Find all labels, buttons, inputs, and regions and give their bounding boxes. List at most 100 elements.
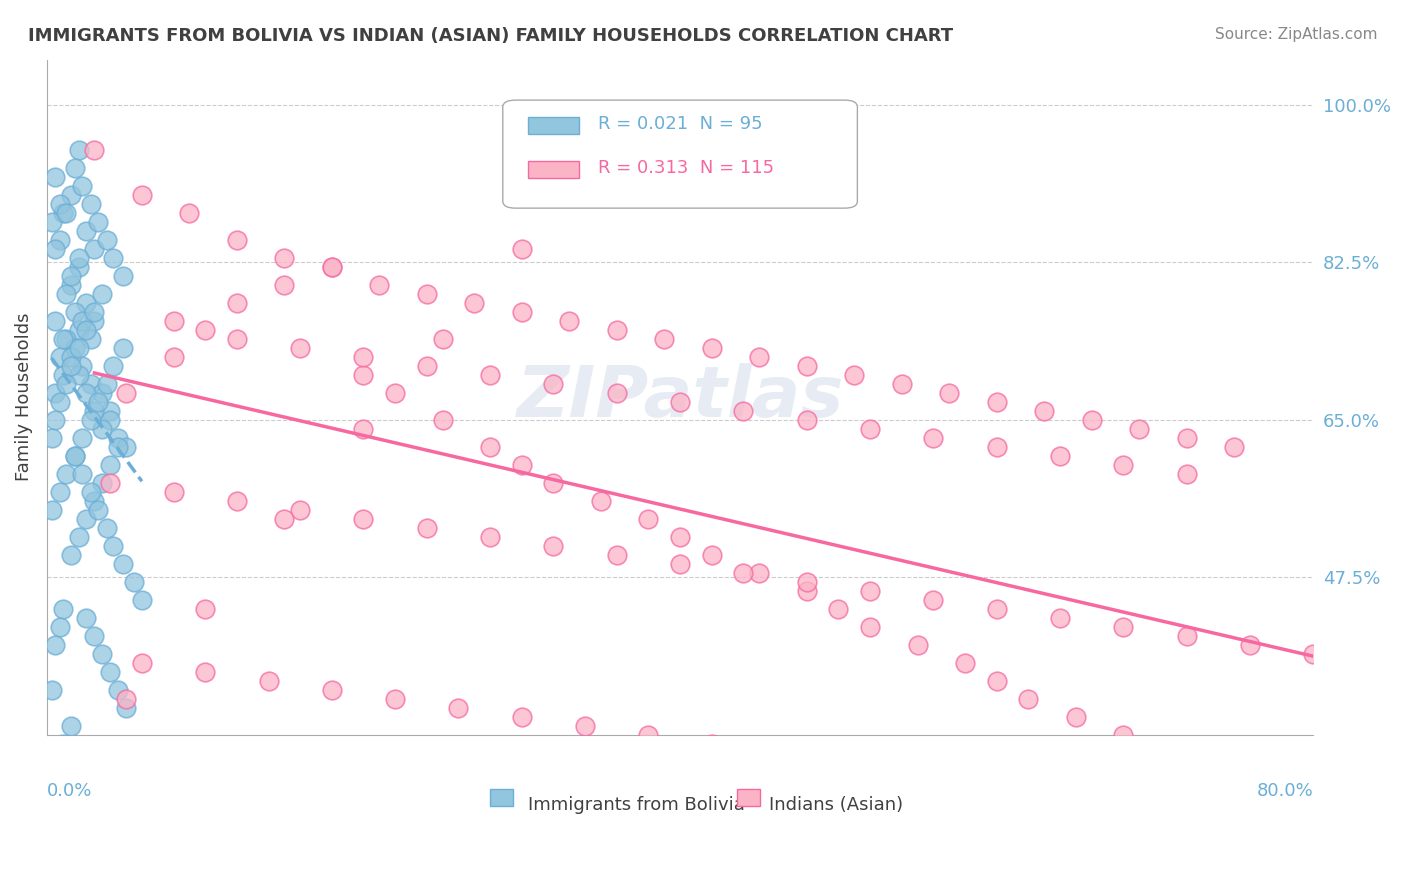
Point bbox=[75, 224, 97, 238]
Point bbox=[86, 502, 108, 516]
Point bbox=[700, 548, 723, 562]
Point bbox=[55, 332, 77, 346]
Point bbox=[669, 530, 692, 544]
Point bbox=[479, 440, 502, 454]
Point bbox=[733, 566, 755, 580]
Point bbox=[288, 502, 311, 516]
Point bbox=[827, 601, 849, 615]
Point bbox=[700, 737, 723, 751]
Y-axis label: Family Households: Family Households bbox=[15, 313, 32, 482]
Point bbox=[107, 440, 129, 454]
Point bbox=[48, 394, 70, 409]
Point bbox=[225, 493, 247, 508]
Point bbox=[98, 458, 121, 472]
Point bbox=[67, 143, 90, 157]
Point bbox=[733, 403, 755, 417]
Point bbox=[225, 332, 247, 346]
Point bbox=[83, 629, 105, 643]
Point bbox=[96, 521, 118, 535]
Point bbox=[67, 530, 90, 544]
Point bbox=[257, 673, 280, 688]
Point bbox=[353, 368, 375, 382]
Point bbox=[111, 341, 134, 355]
Point bbox=[637, 512, 659, 526]
Point bbox=[669, 394, 692, 409]
Point bbox=[432, 332, 454, 346]
Point bbox=[96, 376, 118, 391]
Point bbox=[70, 178, 93, 193]
Point bbox=[922, 592, 945, 607]
Point bbox=[83, 143, 105, 157]
Point bbox=[44, 412, 66, 426]
Point bbox=[986, 440, 1008, 454]
Point bbox=[1017, 691, 1039, 706]
Point bbox=[194, 665, 217, 679]
Point bbox=[225, 295, 247, 310]
Point bbox=[986, 673, 1008, 688]
Point bbox=[938, 385, 960, 400]
Point bbox=[353, 422, 375, 436]
Point bbox=[83, 304, 105, 318]
Point bbox=[1223, 440, 1246, 454]
Text: 80.0%: 80.0% bbox=[1257, 782, 1313, 800]
Point bbox=[91, 385, 114, 400]
Point bbox=[1033, 403, 1056, 417]
Point bbox=[953, 772, 976, 787]
Point bbox=[416, 286, 439, 301]
Point bbox=[543, 376, 565, 391]
Point bbox=[321, 260, 343, 274]
Point bbox=[111, 268, 134, 283]
Point bbox=[115, 440, 138, 454]
Point bbox=[41, 682, 63, 697]
Point bbox=[558, 313, 581, 327]
Point bbox=[748, 566, 770, 580]
Point bbox=[1017, 781, 1039, 796]
Point bbox=[986, 601, 1008, 615]
Text: 0.0%: 0.0% bbox=[46, 782, 93, 800]
Point bbox=[796, 412, 818, 426]
Point bbox=[844, 368, 866, 382]
Point bbox=[59, 277, 82, 292]
Point bbox=[288, 341, 311, 355]
Point bbox=[59, 719, 82, 733]
Point bbox=[67, 260, 90, 274]
Point bbox=[194, 601, 217, 615]
Point bbox=[83, 242, 105, 256]
Point bbox=[65, 449, 87, 463]
Point bbox=[1175, 431, 1198, 445]
Point bbox=[859, 583, 882, 598]
Point bbox=[115, 700, 138, 714]
Point bbox=[70, 467, 93, 481]
Point bbox=[907, 638, 929, 652]
Point bbox=[70, 359, 93, 373]
Point bbox=[98, 665, 121, 679]
Point bbox=[796, 574, 818, 589]
Point bbox=[52, 332, 75, 346]
Point bbox=[763, 746, 786, 760]
Point bbox=[273, 251, 295, 265]
Point bbox=[41, 431, 63, 445]
Point bbox=[1080, 412, 1102, 426]
Bar bbox=[491, 789, 513, 805]
Point bbox=[103, 251, 125, 265]
Point bbox=[80, 196, 103, 211]
Point bbox=[890, 764, 912, 778]
Point bbox=[273, 277, 295, 292]
Point bbox=[70, 431, 93, 445]
Point bbox=[75, 323, 97, 337]
Point bbox=[59, 187, 82, 202]
Point bbox=[1112, 458, 1135, 472]
Point bbox=[115, 691, 138, 706]
Text: Source: ZipAtlas.com: Source: ZipAtlas.com bbox=[1215, 27, 1378, 42]
Point bbox=[48, 620, 70, 634]
Point bbox=[59, 359, 82, 373]
Point bbox=[1112, 620, 1135, 634]
Point bbox=[75, 512, 97, 526]
Point bbox=[463, 295, 485, 310]
Point bbox=[543, 539, 565, 553]
Point bbox=[55, 376, 77, 391]
Point bbox=[606, 323, 628, 337]
Text: R = 0.313  N = 115: R = 0.313 N = 115 bbox=[598, 159, 773, 177]
Point bbox=[67, 368, 90, 382]
Bar bbox=[737, 789, 759, 805]
